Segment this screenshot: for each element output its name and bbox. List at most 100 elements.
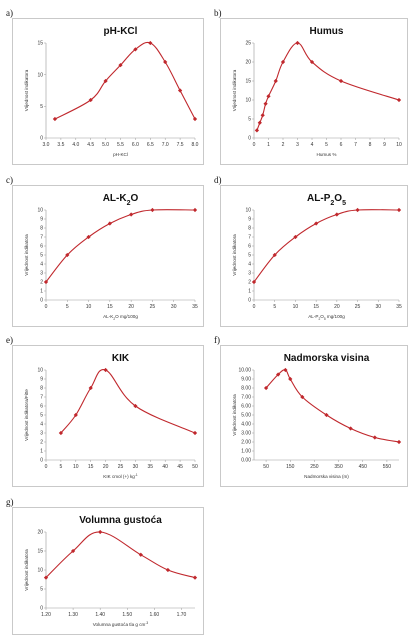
x-tick-label: 5	[273, 304, 276, 310]
data-point	[133, 47, 138, 52]
x-tick-label: 35	[192, 304, 198, 310]
data-point	[295, 40, 300, 46]
x-tick-label: 1.40	[95, 612, 105, 618]
x-tick-label: 350	[334, 464, 343, 470]
series-line	[253, 209, 400, 283]
panel-label-a: a)	[6, 8, 13, 18]
x-tick-label: 15	[88, 464, 94, 470]
data-point	[86, 234, 91, 240]
chart-svg: pH-KCl 0 5 10 15 3.0 3.5 4.0 4.5 5.0 5.5 6.0 6.5 7.0 7…	[24, 26, 199, 157]
data-point	[192, 116, 198, 122]
y-tick-label: 10.00	[238, 368, 251, 374]
y-tick-label: 0	[40, 606, 43, 612]
x-tick-label: 7.5	[177, 142, 184, 148]
x-tick-label: 0	[253, 142, 256, 148]
panel-label-d: d)	[214, 175, 222, 185]
y-tick-label: 1	[40, 289, 43, 295]
data-point	[192, 575, 198, 580]
chart-ph-kcl: pH-KCl 0 5 10 15 3.0 3.5 4.0 4.5 5.0 5.5 6.0 6.5 7.0 7…	[12, 18, 204, 165]
y-tick-label: 0	[40, 298, 43, 304]
chart-kik: KIK 0 1 2 3 4 5 6 7 8 9 10 0 5 10 15 20 25 30 35 40 45 50 KIK c…	[12, 345, 204, 487]
x-tick-label: 8.0	[192, 142, 199, 148]
chart-title: KIK	[112, 353, 130, 364]
x-tick-label: 8	[369, 142, 372, 148]
series-line	[265, 369, 400, 443]
data-point	[396, 97, 402, 103]
y-tick-label: 6.00	[241, 404, 251, 410]
x-axis-label: KIK cmol (+) kg-1	[103, 473, 138, 479]
x-tick-label: 25	[150, 304, 156, 310]
data-point	[348, 426, 353, 431]
panel-label-e: e)	[6, 335, 13, 345]
x-tick-label: 3.0	[43, 142, 50, 148]
series-line	[45, 209, 196, 283]
y-tick-label: 5	[248, 117, 251, 123]
y-tick-label: 20	[37, 530, 43, 536]
y-tick-label: 8	[40, 386, 43, 392]
y-tick-label: 7	[40, 395, 43, 401]
chart-title: Volumna gustoća	[79, 515, 162, 526]
y-tick-label: 5.00	[241, 413, 251, 419]
x-tick-label: 5.5	[117, 142, 124, 148]
y-tick-label: 1.00	[241, 449, 251, 455]
y-tick-label: 25	[245, 41, 251, 47]
y-tick-label: 10	[245, 98, 251, 104]
y-tick-label: 3.00	[241, 431, 251, 437]
y-tick-label: 6	[40, 404, 43, 410]
chart-title: Nadmorska visina	[284, 353, 370, 364]
x-tick-label: 250	[310, 464, 319, 470]
x-tick-label: 5	[66, 304, 69, 310]
data-point	[107, 221, 112, 226]
data-point	[266, 94, 271, 99]
y-tick-label: 4	[40, 422, 43, 428]
chart-title: AL-K2O	[103, 193, 139, 207]
chart-al-p2o5: AL-P2O5 0 1 2 3 4 5 6 7 8 9 10 0 5 10 15 20 25 30 35 AL-P2O5…	[220, 185, 408, 327]
x-tick-label: 40	[162, 464, 168, 470]
y-tick-label: 5	[40, 413, 43, 419]
data-point	[257, 120, 262, 125]
data-point	[254, 128, 260, 133]
chart-svg: AL-P2O5 0 1 2 3 4 5 6 7 8 9 10 0 5 10 15 20 25 30 35 AL-P2O5…	[232, 193, 402, 321]
y-tick-label: 0	[248, 136, 251, 142]
x-tick-label: 2	[282, 142, 285, 148]
y-tick-label: 4	[40, 262, 43, 268]
x-tick-label: 1.50	[122, 612, 132, 618]
y-tick-label: 0	[40, 136, 43, 142]
x-tick-label: 50	[263, 464, 269, 470]
panel-label-g: g)	[6, 497, 14, 507]
x-tick-label: 7	[354, 142, 357, 148]
y-tick-label: 9	[40, 217, 43, 223]
series-line	[54, 41, 196, 120]
data-point	[163, 59, 168, 65]
x-tick-label: 4	[311, 142, 314, 148]
x-axis-label: pH-KCl	[113, 152, 128, 157]
data-point	[148, 40, 153, 46]
x-axis-label: AL-K2O mg/100g	[103, 314, 138, 321]
data-point	[118, 63, 123, 68]
x-tick-label: 6	[340, 142, 343, 148]
y-tick-label: 5	[40, 253, 43, 259]
series-line	[45, 531, 196, 579]
x-tick-label: 35	[148, 464, 154, 470]
x-tick-label: 10	[293, 304, 299, 310]
series-line	[60, 368, 196, 434]
data-point	[150, 207, 155, 213]
x-tick-label: 35	[396, 304, 402, 310]
y-tick-label: 3	[248, 271, 251, 277]
y-tick-label: 3	[40, 271, 43, 277]
y-tick-label: 6	[40, 244, 43, 250]
x-tick-label: 45	[177, 464, 183, 470]
y-tick-label: 4	[248, 262, 251, 268]
panel-label-b: b)	[214, 8, 222, 18]
x-tick-label: 15	[313, 304, 319, 310]
y-axis-label: Vrijednost indikatora	[24, 234, 29, 276]
chart-al-k2o: AL-K2O 0 1 2 3 4 5 6 7 8 9 10 0 5 10 15 20 25 30 35 AL-K2O m…	[12, 185, 204, 327]
y-tick-label: 15	[37, 41, 43, 47]
y-tick-label: 9	[40, 377, 43, 383]
x-tick-label: 9	[383, 142, 386, 148]
x-tick-label: 1.70	[177, 612, 187, 618]
x-tick-label: 10	[73, 464, 79, 470]
y-tick-label: 7	[40, 235, 43, 241]
x-axis-label: Volumna gustoća tla g cm-3	[93, 621, 149, 627]
chart-svg: Volumna gustoća 0 5 10 15 20 1.20 1.30 1.40 1.50 1…	[24, 515, 198, 627]
